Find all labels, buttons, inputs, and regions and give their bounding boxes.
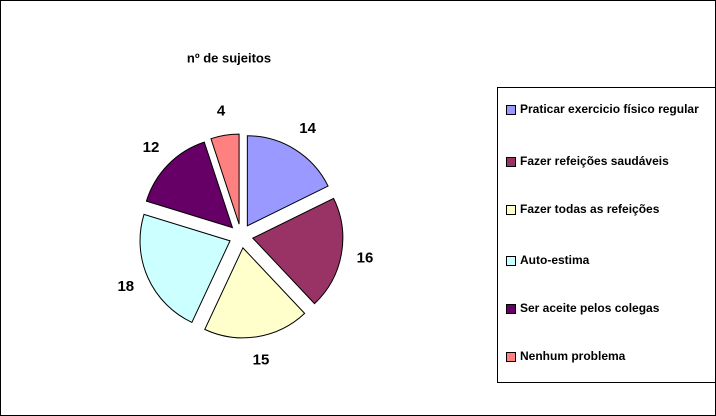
legend-label: Ser aceite pelos colegas (520, 301, 660, 315)
legend-item: Ser aceite pelos colegas (506, 301, 710, 317)
pie-slice (210, 133, 240, 225)
data-label: 4 (217, 103, 226, 120)
pie-slice (246, 135, 329, 227)
legend-swatch (506, 157, 516, 167)
legend-label: Praticar exercicio físico regular (520, 102, 699, 116)
data-label: 18 (117, 278, 134, 295)
legend-label: Fazer refeições saudáveis (520, 154, 669, 168)
legend-item: Praticar exercicio físico regular (506, 102, 710, 118)
data-label: 12 (143, 139, 160, 156)
legend: Praticar exercicio físico regular Fazer r… (497, 87, 715, 383)
pie-slice (251, 197, 344, 305)
legend-item: Fazer refeições saudáveis (506, 154, 710, 170)
legend-item: Auto-estima (506, 253, 710, 269)
data-label: 15 (253, 351, 270, 368)
legend-swatch (506, 256, 516, 266)
legend-item: Fazer todas as refeições (506, 202, 710, 218)
legend-label: Fazer todas as refeições (520, 202, 660, 216)
legend-swatch (506, 352, 516, 362)
legend-swatch (506, 105, 516, 115)
chart-title: nº de sujeitos (187, 50, 271, 65)
legend-label: Auto-estima (520, 253, 590, 267)
pie-slice (139, 213, 231, 324)
pie-slice (145, 141, 234, 229)
legend-swatch (506, 304, 516, 314)
legend-label: Nenhum problema (520, 349, 626, 363)
legend-swatch (506, 205, 516, 215)
pie-slice (204, 246, 306, 339)
legend-item: Nenhum problema (506, 349, 710, 365)
data-label: 14 (299, 120, 316, 137)
data-label: 16 (357, 249, 374, 266)
